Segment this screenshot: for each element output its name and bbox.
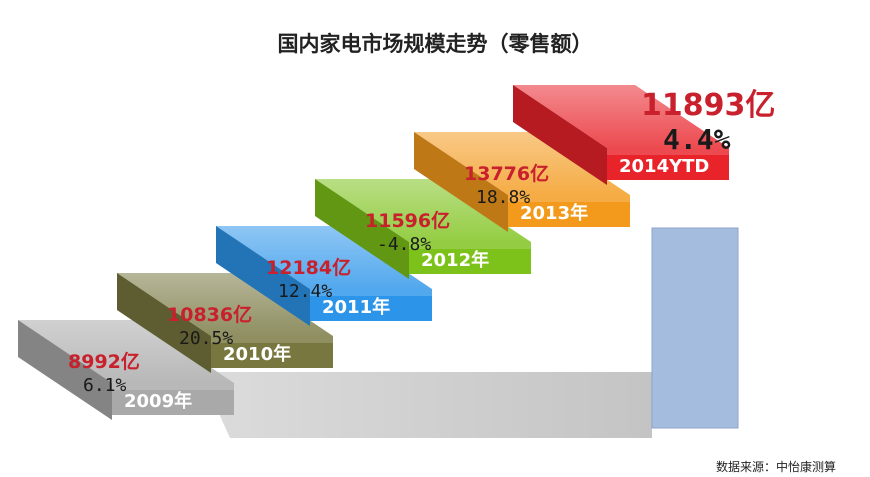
bar-front-shine-5 [607, 148, 729, 155]
category-label-5: 2014YTD [619, 156, 709, 177]
step-0 [18, 320, 234, 420]
value-label-0: 8992亿 [68, 350, 140, 373]
bar-front-face-3 [409, 242, 531, 274]
bar-side-face-1 [117, 273, 211, 373]
bar-front-face-1 [211, 336, 333, 368]
bar-front-face-4 [508, 195, 630, 227]
bar-top-highlight-2 [216, 226, 432, 289]
bar-side-face-5 [513, 85, 607, 185]
bar-front-shine-4 [508, 195, 630, 202]
category-label-0: 2009年 [124, 390, 192, 412]
step-1 [117, 273, 333, 373]
value-label-2: 12184亿 [266, 256, 351, 279]
value-label-4: 13776亿 [464, 162, 549, 185]
growth-label-4: 18.8% [476, 187, 530, 208]
bar-front-shine-2 [310, 289, 432, 296]
category-label-3: 2012年 [421, 249, 489, 271]
value-label-1: 10836亿 [167, 303, 252, 326]
step-3 [315, 179, 531, 279]
bar-front-shine-3 [409, 242, 531, 249]
data-source-note: 数据来源：中怡康测算 [715, 460, 836, 474]
bar-side-face-4 [414, 132, 508, 232]
bar-front-face-0 [112, 383, 234, 415]
floor-shadow [200, 227, 739, 438]
growth-label-2: 12.4% [278, 281, 332, 302]
step-2 [216, 226, 432, 326]
bar-top-highlight-3 [315, 179, 531, 242]
value-label-5: 11893亿 [641, 88, 775, 123]
category-label-1: 2010年 [223, 343, 291, 365]
bar-top-highlight-0 [18, 320, 234, 383]
growth-label-1: 20.5% [179, 328, 233, 349]
bar-front-shine-0 [112, 383, 234, 390]
chart-title: 国内家电市场规模走势（零售额） [277, 32, 593, 56]
bar-front-face-2 [310, 289, 432, 321]
bar-front-shine-1 [211, 336, 333, 343]
floor-slab [200, 372, 652, 438]
bar-side-face-3 [315, 179, 409, 279]
growth-label-3: -4.8% [377, 234, 431, 255]
bar-top-highlight-5 [513, 85, 729, 148]
bar-side-face-0 [18, 320, 112, 420]
bar-side-face-2 [216, 226, 310, 326]
bar-top-highlight-1 [117, 273, 333, 336]
bar-top-highlight-4 [414, 132, 630, 195]
category-label-4: 2013年 [520, 202, 588, 224]
growth-label-5: 4.4% [663, 123, 731, 156]
step-4 [414, 132, 630, 232]
bar-front-face-5 [607, 148, 729, 180]
category-label-2: 2011年 [322, 296, 390, 318]
step-5 [513, 85, 729, 185]
growth-label-0: 6.1% [83, 375, 127, 396]
value-label-3: 11596亿 [365, 209, 450, 232]
ytd-projection-column [651, 227, 739, 429]
